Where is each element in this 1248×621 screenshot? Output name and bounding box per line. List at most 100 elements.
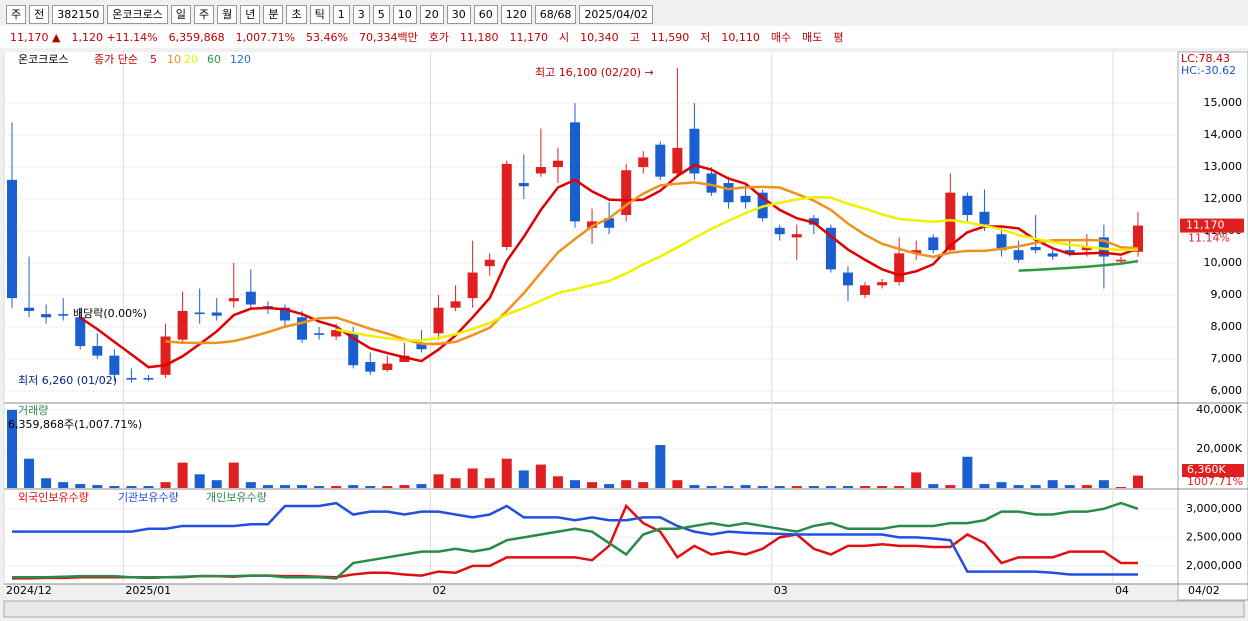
candle-body [621, 170, 632, 216]
scrollbar[interactable] [3, 600, 1245, 618]
quote-item[interactable]: 고 [629, 30, 640, 44]
volume-bar [348, 485, 359, 488]
quote-item[interactable]: 11,180 [459, 30, 499, 44]
toolbar-item[interactable]: 30 [446, 4, 471, 24]
quote-item[interactable]: 1,120 +11.14% [71, 30, 158, 44]
volume-bar [58, 482, 69, 488]
hc: HC:-30.62 [1181, 64, 1236, 77]
toolbar-item[interactable]: 120 [500, 4, 532, 24]
toolbar: 주 전 382150 온코크로스 일 주 월 년 분 초 틱 1 3 5 10 20 30 60 120 68/68 2… [0, 3, 1248, 25]
candle-body [535, 167, 546, 174]
quote-item[interactable]: 호가 [428, 30, 449, 44]
candle-body [331, 330, 342, 337]
vol-tag [1182, 464, 1244, 477]
quote-item[interactable]: 53.46% [306, 30, 348, 44]
volume-bar [1081, 485, 1092, 488]
volume-bar [911, 472, 922, 488]
volume-bar [570, 480, 580, 488]
quote-item[interactable]: 매수 [770, 30, 792, 44]
toolbar-item[interactable]: 2025/04/02 [579, 4, 653, 24]
volume-bar [194, 474, 205, 488]
candle-body [433, 307, 444, 334]
toolbar-item[interactable]: 분 [263, 4, 284, 24]
candle-body [928, 237, 939, 251]
toolbar-item[interactable]: 주 [6, 4, 27, 24]
candle-body [604, 218, 615, 228]
y-tick-label: 15,000 [1204, 96, 1243, 109]
toolbar-item[interactable]: 10 [392, 4, 417, 24]
vol-last: 6,360K [1187, 463, 1226, 476]
volume-bar [808, 486, 819, 488]
volume-note: 6,359,868주(1,007.71%) [8, 418, 142, 431]
candle-body [1013, 250, 1024, 260]
legend-label: 외국인보유수량 [18, 491, 89, 504]
x-tick-label: 02 [433, 584, 447, 597]
legend-label: 기관보유수량 [118, 491, 179, 504]
y-tick-label: 3,000,000 [1186, 502, 1242, 515]
legend-label: 개인보유수량 [206, 491, 267, 504]
toolbar-item[interactable]: 주 [193, 4, 215, 24]
quote-item[interactable]: 10,110 [721, 30, 760, 44]
quote-item[interactable]: 평 [833, 30, 844, 44]
candle-body [58, 314, 69, 316]
volume-bar [41, 478, 52, 488]
volume-bar [24, 458, 35, 488]
candle-body [1098, 237, 1109, 257]
volume-bar [160, 482, 171, 488]
quote-item[interactable]: 매도 [802, 30, 823, 44]
y-tick-label: 8,000 [1211, 320, 1243, 333]
candle-body [245, 291, 256, 305]
ma-line [1018, 259, 1139, 272]
quote-item[interactable]: 10,340 [580, 30, 619, 44]
toolbar-item[interactable]: 온코크로스 [107, 4, 168, 24]
toolbar-item[interactable]: 60 [473, 4, 498, 24]
ma-line [79, 163, 1139, 369]
quote-item[interactable]: 11,170 ▲ [10, 30, 61, 44]
ma-line [165, 181, 1139, 346]
candle-body [655, 144, 666, 177]
volume-bar [245, 482, 256, 488]
volume-bar [877, 486, 888, 488]
candle-body [638, 157, 649, 168]
volume-bar [894, 486, 905, 488]
toolbar-item[interactable]: 3 [352, 4, 370, 24]
ma-legend: 20 [184, 53, 198, 66]
candle-body [1115, 259, 1126, 262]
volume-bar [723, 486, 734, 488]
quote-item[interactable]: 11,170 [509, 30, 548, 44]
y-tick-label: 40,000K [1196, 403, 1242, 416]
toolbar-item[interactable]: 382150 [52, 4, 105, 24]
y-tick-label: 2,500,000 [1186, 530, 1242, 543]
toolbar-item[interactable]: 68/68 [534, 4, 577, 24]
quote-item[interactable]: 시 [558, 30, 570, 44]
candle-body [842, 272, 853, 286]
toolbar-item[interactable]: 전 [29, 4, 50, 24]
candle-body [143, 378, 154, 380]
x-tick-label: 04 [1115, 584, 1129, 597]
quote-item[interactable]: 70,334백만 [358, 30, 418, 44]
volume-bar [962, 456, 973, 488]
toolbar-item[interactable]: 월 [217, 4, 238, 24]
quote-item[interactable]: 저 [700, 30, 711, 44]
toolbar-item[interactable]: 일 [170, 4, 191, 24]
candle-body [552, 160, 563, 168]
axis-bg [1177, 51, 1248, 601]
candle-body [399, 355, 410, 363]
volume-bar [945, 485, 956, 488]
volume-bar [604, 484, 615, 488]
toolbar-item[interactable]: 년 [240, 4, 261, 24]
volume-bar [1064, 485, 1075, 488]
volume-bar [996, 482, 1007, 488]
candle-body [365, 362, 376, 372]
quote-item[interactable]: 1,007.71% [235, 30, 296, 44]
toolbar-item[interactable]: 초 [286, 4, 307, 24]
quote-item[interactable]: 11,590 [650, 30, 690, 44]
ma-label: 종가 단순 [94, 53, 138, 66]
toolbar-item[interactable]: 5 [372, 4, 390, 24]
candle-body [228, 298, 239, 302]
toolbar-item[interactable]: 20 [419, 4, 444, 24]
toolbar-item[interactable]: 1 [332, 4, 350, 24]
quote-item[interactable]: 6,359,868 [168, 30, 225, 44]
volume-bar [92, 485, 103, 488]
toolbar-item[interactable]: 틱 [309, 4, 330, 24]
